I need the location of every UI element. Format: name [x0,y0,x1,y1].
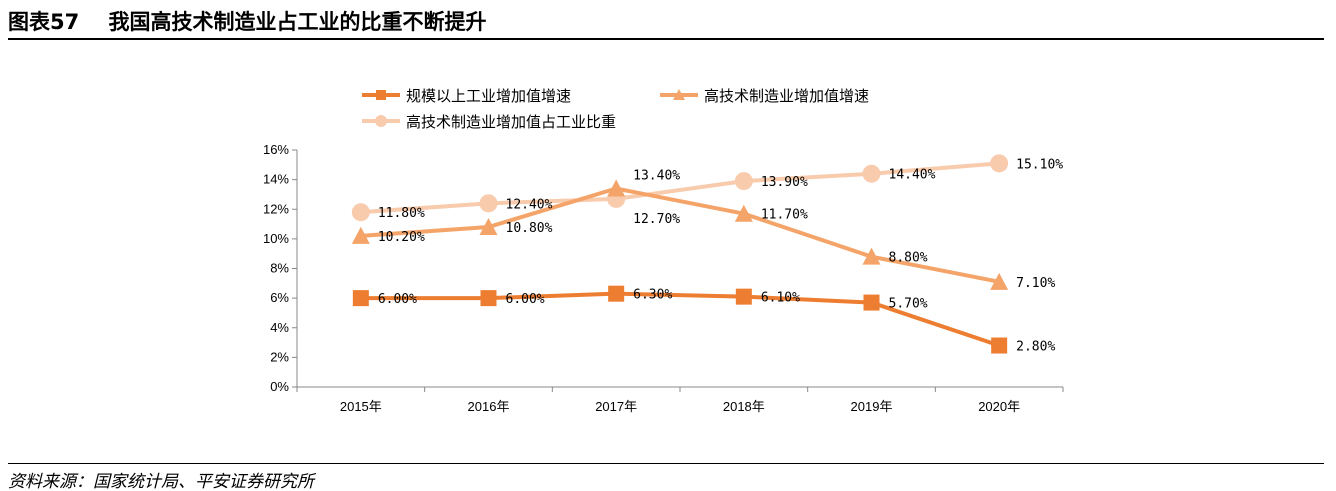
x-tick-label: 2015年 [340,399,382,414]
data-point-circle [351,203,370,222]
y-tick-label: 6% [270,290,289,305]
data-label: 10.80% [506,221,553,236]
x-tick-label: 2020年 [978,399,1020,414]
series-line-1 [360,186,1000,284]
x-tick-label: 2016年 [468,399,510,414]
data-point-triangle [990,272,1009,290]
y-tick-label: 8% [270,261,289,276]
legend-marker-triangle [673,89,685,100]
data-label: 7.10% [1016,276,1055,291]
y-tick-label: 14% [263,172,289,187]
data-label: 13.90% [761,175,808,190]
data-point-circle [990,154,1009,173]
data-label: 12.40% [506,197,553,212]
data-label: 10.20% [378,230,425,245]
data-label: 6.00% [506,292,545,307]
data-label: 13.40% [633,169,680,184]
y-tick-label: 0% [270,379,289,394]
legend-label: 高技术制造业增加值增速 [704,87,869,105]
data-point-square [863,294,880,311]
data-point-square [352,290,369,307]
data-label: 15.10% [1016,157,1063,172]
data-point-circle [479,194,498,213]
x-tick-label: 2017年 [595,399,637,414]
data-label: 5.70% [889,297,928,312]
data-label: 12.70% [633,212,680,227]
x-tick-label: 2018年 [723,399,765,414]
series-line-2 [360,161,1000,215]
y-tick-label: 2% [270,349,289,364]
figure-title: 图表57 我国高技术制造业占工业的比重不断提升 [8,10,487,34]
data-point-triangle [607,179,626,197]
data-point-triangle [862,247,881,265]
legend-label: 规模以上工业增加值增速 [406,87,571,105]
data-point-triangle [479,218,498,236]
x-tick-label: 2019年 [851,399,893,414]
y-tick-label: 4% [270,320,289,335]
legend-marker-circle [375,115,387,127]
y-tick-label: 10% [263,231,289,246]
data-label: 6.00% [378,292,417,307]
data-label: 6.10% [761,291,800,306]
data-point-square [480,290,497,307]
data-label: 6.30% [633,288,672,303]
data-label: 14.40% [889,168,936,183]
data-point-square [735,288,752,305]
data-label: 8.80% [889,251,928,266]
data-point-circle [862,164,881,183]
data-label: 11.70% [761,208,808,223]
legend-marker-square [376,90,386,100]
legend-label: 高技术制造业增加值占工业比重 [406,113,616,131]
data-point-circle [734,172,753,191]
y-tick-label: 16% [263,142,289,157]
y-tick-label: 12% [263,201,289,216]
series-line-0 [360,291,1000,348]
data-point-triangle [351,226,370,244]
data-point-triangle [734,204,753,222]
source-note: 资料来源：国家统计局、平安证券研究所 [8,472,314,491]
data-point-square [991,337,1008,354]
data-label: 11.80% [378,206,425,221]
data-label: 2.80% [1016,340,1055,355]
divider [8,38,1324,40]
divider [8,463,1324,464]
data-point-square [608,285,625,302]
